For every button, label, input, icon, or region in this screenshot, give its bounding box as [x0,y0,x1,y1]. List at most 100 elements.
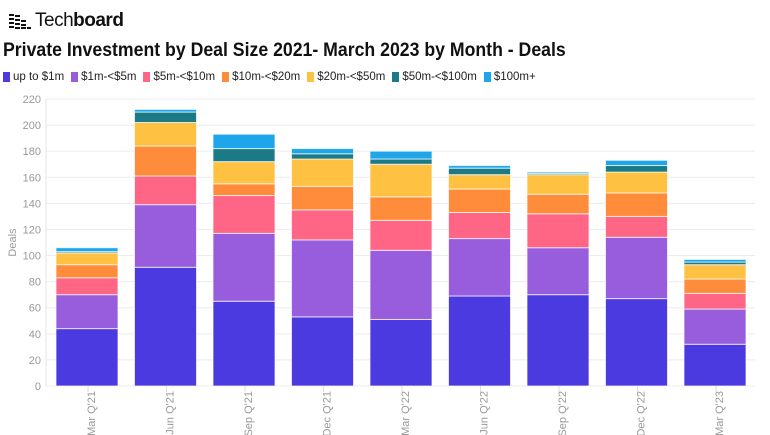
bar-segment [448,174,511,190]
bar-segment [212,148,276,163]
bar-segment [683,308,747,345]
x-tick-label: Sep Q'21 [243,391,255,435]
logo-grid-icon [9,14,31,29]
legend-item[interactable]: $20m-<$50m [307,71,385,83]
legend-label: $20m-<$50m [317,71,386,83]
bar-segment [55,247,119,253]
bar-segment [605,215,668,238]
x-tick-label: Mar Q'23 [714,391,726,435]
bar-segment [134,121,197,147]
legend-swatch [483,72,491,82]
x-tick-label: Dec Q'21 [322,391,334,435]
y-tick-label: 120 [23,224,41,236]
legend-item[interactable]: $10m-<$20m [222,71,300,83]
legend-label: $1m-<$5m [81,71,137,83]
bar-segment [605,192,668,217]
x-tick-label: Jun Q'21 [165,391,177,435]
bar-segment [605,298,668,387]
y-tick-label: 160 [23,172,41,184]
y-tick-label: 140 [23,198,41,210]
bar-segment [134,145,197,177]
bar-segment [683,264,747,280]
bar-segment [55,328,119,387]
y-tick-label: 200 [23,120,41,132]
bar-segment [448,295,511,387]
bar-segment [55,252,119,266]
bar-segment [448,188,511,213]
bar-segment [291,209,354,241]
bar-segment [605,165,668,173]
bar-segment [526,213,590,249]
y-tick-label: 220 [23,94,41,106]
x-tick-label: Mar Q'22 [400,391,412,435]
chart-title: Private Investment by Deal Size 2021- Ma… [3,40,566,61]
bar-segment [369,219,433,251]
legend-item[interactable]: up to $1m [3,71,64,83]
legend-swatch [307,72,315,82]
bar-segment [448,238,511,297]
bar-segment [291,148,354,155]
legend-swatch [71,72,79,82]
x-tick-label: Mar Q'21 [86,391,98,435]
legend-label: $5m-<$10m [153,71,216,83]
bar-segment [526,193,590,215]
legend-item[interactable]: $50m-<$100m [392,71,477,83]
y-tick-label: 100 [23,251,41,263]
y-tick-label: 40 [29,329,41,341]
bar-segment [212,183,276,197]
bar-segment [369,318,433,387]
bar-segment [134,175,197,206]
bar-segment [448,211,511,240]
bar-segment [369,196,433,221]
bar-segment [605,171,668,194]
bar-segment [291,158,354,187]
y-tick-label: 20 [29,355,41,367]
bar-segment [605,236,668,300]
legend-label: up to $1m [13,71,65,83]
legend-label: $100m+ [493,71,536,83]
bar-segment [134,266,197,387]
bar-segment [55,294,119,330]
legend-item[interactable]: $1m-<$5m [71,71,136,83]
bar-segment [526,294,590,387]
bar-segment [683,278,747,294]
bar-segment [55,264,119,279]
legend-item[interactable]: $100m+ [483,71,536,83]
bar-segment [526,174,590,195]
x-tick-label: Sep Q'22 [557,391,569,435]
bar-segment [212,161,276,185]
bar-segment [134,111,197,123]
bar-segment [683,292,747,310]
x-tick-label: Jun Q'22 [479,391,491,435]
bar-segment [683,343,747,387]
bar-segment [212,133,276,150]
y-tick-label: 180 [23,146,41,158]
legend-swatch [3,72,10,82]
y-tick-label: 80 [29,277,41,289]
legend-swatch [392,72,400,82]
bar-segment [605,159,668,167]
y-tick-label: 60 [29,303,41,315]
bar-segment [291,239,354,318]
bar-segment [291,316,354,387]
bar-segment [683,258,747,263]
legend-swatch [222,72,230,82]
bar-segment [369,163,433,198]
bar-segment [212,232,276,302]
legend-label: $10m-<$20m [232,71,301,83]
bar-segment [369,249,433,320]
legend-item[interactable]: $5m-<$10m [143,71,215,83]
y-tick-label: 0 [35,381,41,393]
bar-segment [526,171,590,174]
bar-segment [291,185,354,211]
legend-label: $50m-<$100m [402,71,477,83]
legend: up to $1m $1m-<$5m $5m-<$10m $10m-<$20m $20m… [3,71,536,83]
bar-segment [212,195,276,234]
bar-segment [212,300,276,387]
y-axis-label: Deals [7,228,19,257]
bar-segment [526,247,590,296]
bar-segment [134,204,197,268]
legend-swatch [143,72,151,82]
bar-segment [448,165,511,169]
